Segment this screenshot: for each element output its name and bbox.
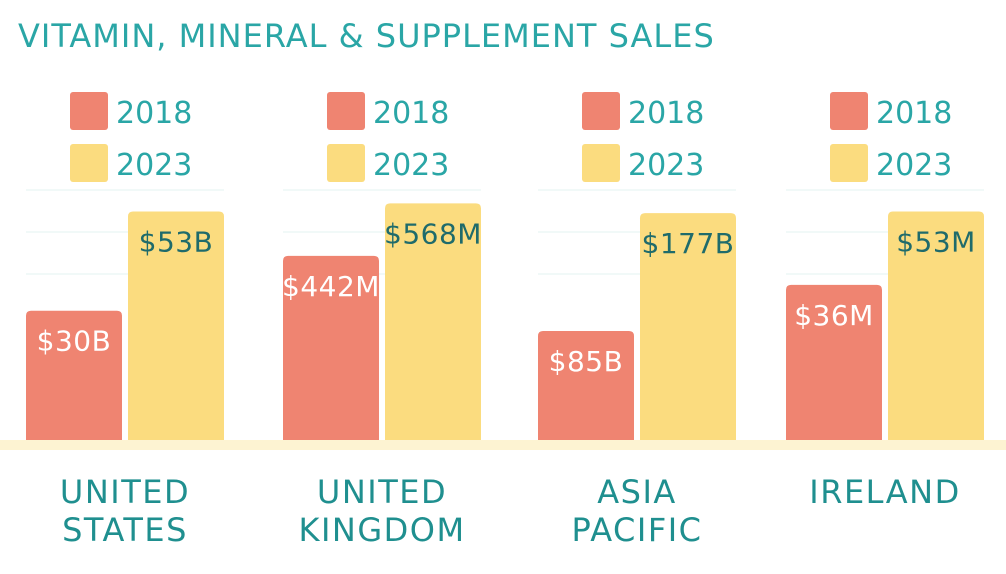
data-label-2018: $30B bbox=[37, 325, 112, 358]
category-label: UNITED bbox=[60, 473, 190, 511]
chart-title: VITAMIN, MINERAL & SUPPLEMENT SALES bbox=[18, 17, 715, 55]
legend-swatch-2023 bbox=[327, 144, 365, 182]
category-label: ASIA bbox=[597, 473, 677, 511]
legend-swatch-2018 bbox=[327, 92, 365, 130]
legend-label-2023: 2023 bbox=[876, 148, 952, 183]
bar-2018 bbox=[283, 255, 379, 440]
legend-swatch-2023 bbox=[582, 144, 620, 182]
bar-2023 bbox=[888, 211, 984, 440]
baseline-band bbox=[0, 440, 1006, 450]
legend-label-2023: 2023 bbox=[628, 148, 704, 183]
data-label-2023: $568M bbox=[384, 217, 482, 250]
bar-2018 bbox=[538, 331, 634, 440]
legend-label-2023: 2023 bbox=[373, 148, 449, 183]
data-label-2023: $177B bbox=[642, 227, 735, 260]
legend-swatch-2018 bbox=[70, 92, 108, 130]
category-label: KINGDOM bbox=[298, 511, 465, 549]
legend-label-2018: 2018 bbox=[373, 96, 449, 131]
category-label: PACIFIC bbox=[571, 511, 702, 549]
legend-swatch-2018 bbox=[830, 92, 868, 130]
legend-label-2023: 2023 bbox=[116, 148, 192, 183]
category-label: STATES bbox=[62, 511, 188, 549]
data-label-2018: $36M bbox=[794, 299, 874, 332]
legend-swatch-2023 bbox=[70, 144, 108, 182]
category-label: UNITED bbox=[317, 473, 447, 511]
category-label: IRELAND bbox=[809, 473, 960, 511]
legend-label-2018: 2018 bbox=[116, 96, 192, 131]
legend-swatch-2023 bbox=[830, 144, 868, 182]
bar-2023 bbox=[385, 203, 481, 440]
legend-label-2018: 2018 bbox=[876, 96, 952, 131]
bar-2023 bbox=[128, 211, 224, 440]
panel-3: 2018 2023 $36M $53M IRELAND bbox=[786, 92, 984, 511]
bar-2018 bbox=[26, 310, 122, 440]
data-label-2018: $85B bbox=[549, 345, 624, 378]
legend-swatch-2018 bbox=[582, 92, 620, 130]
data-label-2023: $53M bbox=[896, 226, 976, 259]
data-label-2018: $442M bbox=[282, 270, 380, 303]
bar-2018 bbox=[786, 284, 882, 440]
legend-label-2018: 2018 bbox=[628, 96, 704, 131]
bar-2023 bbox=[640, 213, 736, 440]
data-label-2023: $53B bbox=[139, 226, 214, 259]
